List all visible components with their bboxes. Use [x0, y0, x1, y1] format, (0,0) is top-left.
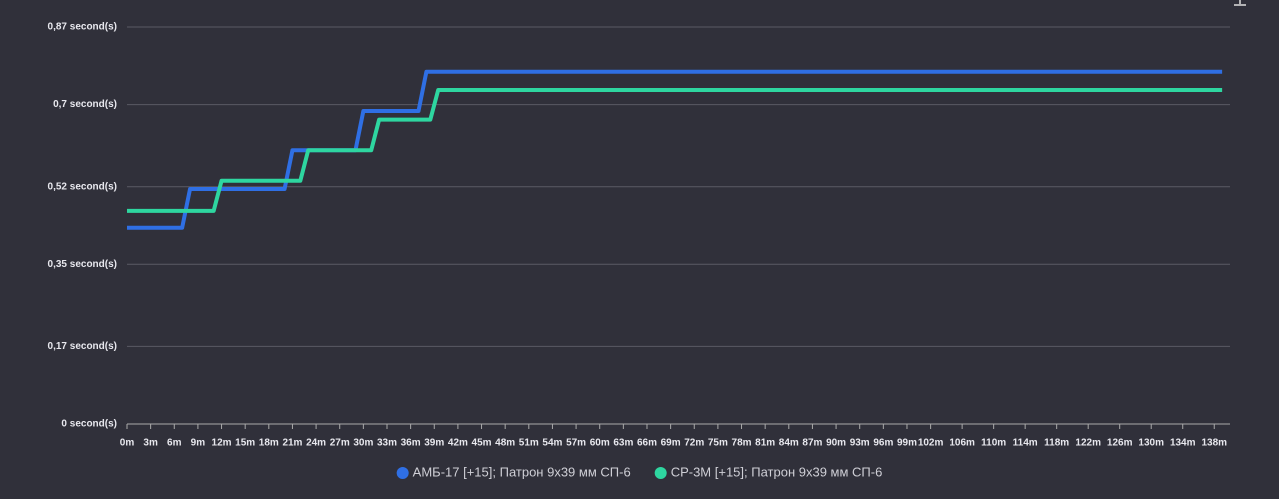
x-tick-label: 0m: [120, 438, 135, 449]
x-tick-label: 42m: [448, 438, 468, 449]
y-tick-label: 0,17 second(s): [48, 341, 117, 352]
x-tick-label: 84m: [779, 438, 799, 449]
x-tick-label: 63m: [613, 438, 633, 449]
y-tick-label: 0,7 second(s): [53, 99, 117, 110]
x-tick-label: 114m: [1013, 438, 1038, 449]
x-tick-label: 66m: [637, 438, 657, 449]
x-tick-label: 87m: [802, 438, 822, 449]
x-tick-label: 57m: [566, 438, 586, 449]
legend-item[interactable]: СР-3М [+15]; Патрон 9x39 мм СП-6: [654, 464, 883, 479]
legend-marker: [654, 467, 667, 479]
y-tick-label: 0,52 second(s): [48, 181, 117, 192]
y-tick-label: 0 second(s): [61, 419, 117, 430]
x-tick-label: 6m: [167, 438, 182, 449]
x-tick-label: 48m: [495, 438, 515, 449]
x-tick-label: 126m: [1107, 438, 1133, 449]
x-tick-label: 130m: [1138, 438, 1164, 449]
x-tick-label: 110m: [981, 438, 1006, 449]
legend-label: СР-3М [+15]; Патрон 9x39 мм СП-6: [671, 464, 883, 479]
x-tick-label: 122m: [1075, 438, 1101, 449]
x-tick-label: 18m: [259, 438, 279, 449]
download-icon[interactable]: [1234, 0, 1246, 6]
x-tick-label: 24m: [306, 438, 326, 449]
x-tick-label: 3m: [143, 438, 158, 449]
x-tick-label: 60m: [590, 438, 610, 449]
x-tick-label: 51m: [519, 438, 539, 449]
x-tick-label: 138m: [1201, 438, 1227, 449]
x-tick-label: 54m: [542, 438, 562, 449]
x-tick-label: 9m: [191, 438, 206, 449]
x-tick-label: 30m: [353, 438, 373, 449]
x-tick-label: 72m: [684, 438, 704, 449]
x-tick-label: 78m: [732, 438, 752, 449]
y-tick-label: 0,35 second(s): [48, 259, 117, 270]
legend-marker: [396, 467, 409, 479]
x-tick-label: 81m: [755, 438, 775, 449]
x-tick-label: 93m: [850, 438, 870, 449]
x-tick-label: 12m: [212, 438, 232, 449]
x-tick-label: 106m: [949, 438, 975, 449]
legend: АМБ-17 [+15]; Патрон 9x39 мм СП-6 СР-3М […: [396, 464, 883, 479]
legend-label: АМБ-17 [+15]; Патрон 9x39 мм СП-6: [413, 464, 631, 479]
x-tick-label: 75m: [708, 438, 728, 449]
y-tick-label: 0,87 second(s): [48, 22, 117, 33]
x-tick-label: 90m: [826, 438, 846, 449]
x-tick-label: 27m: [330, 438, 350, 449]
x-tick-label: 33m: [377, 438, 397, 449]
x-tick-label: 39m: [424, 438, 444, 449]
x-tick-label: 118m: [1044, 438, 1069, 449]
x-tick-label: 134m: [1170, 438, 1196, 449]
series-line: [127, 87, 1223, 213]
x-tick-label: 102m: [918, 438, 944, 449]
x-tick-label: 36m: [401, 438, 421, 449]
legend-item[interactable]: АМБ-17 [+15]; Патрон 9x39 мм СП-6: [396, 464, 631, 479]
x-tick-label: 45m: [472, 438, 492, 449]
x-tick-label: 96m: [873, 438, 893, 449]
x-tick-label: 99m: [897, 438, 917, 449]
x-tick-label: 15m: [235, 438, 255, 449]
x-tick-label: 69m: [661, 438, 681, 449]
x-tick-label: 21m: [282, 438, 302, 449]
